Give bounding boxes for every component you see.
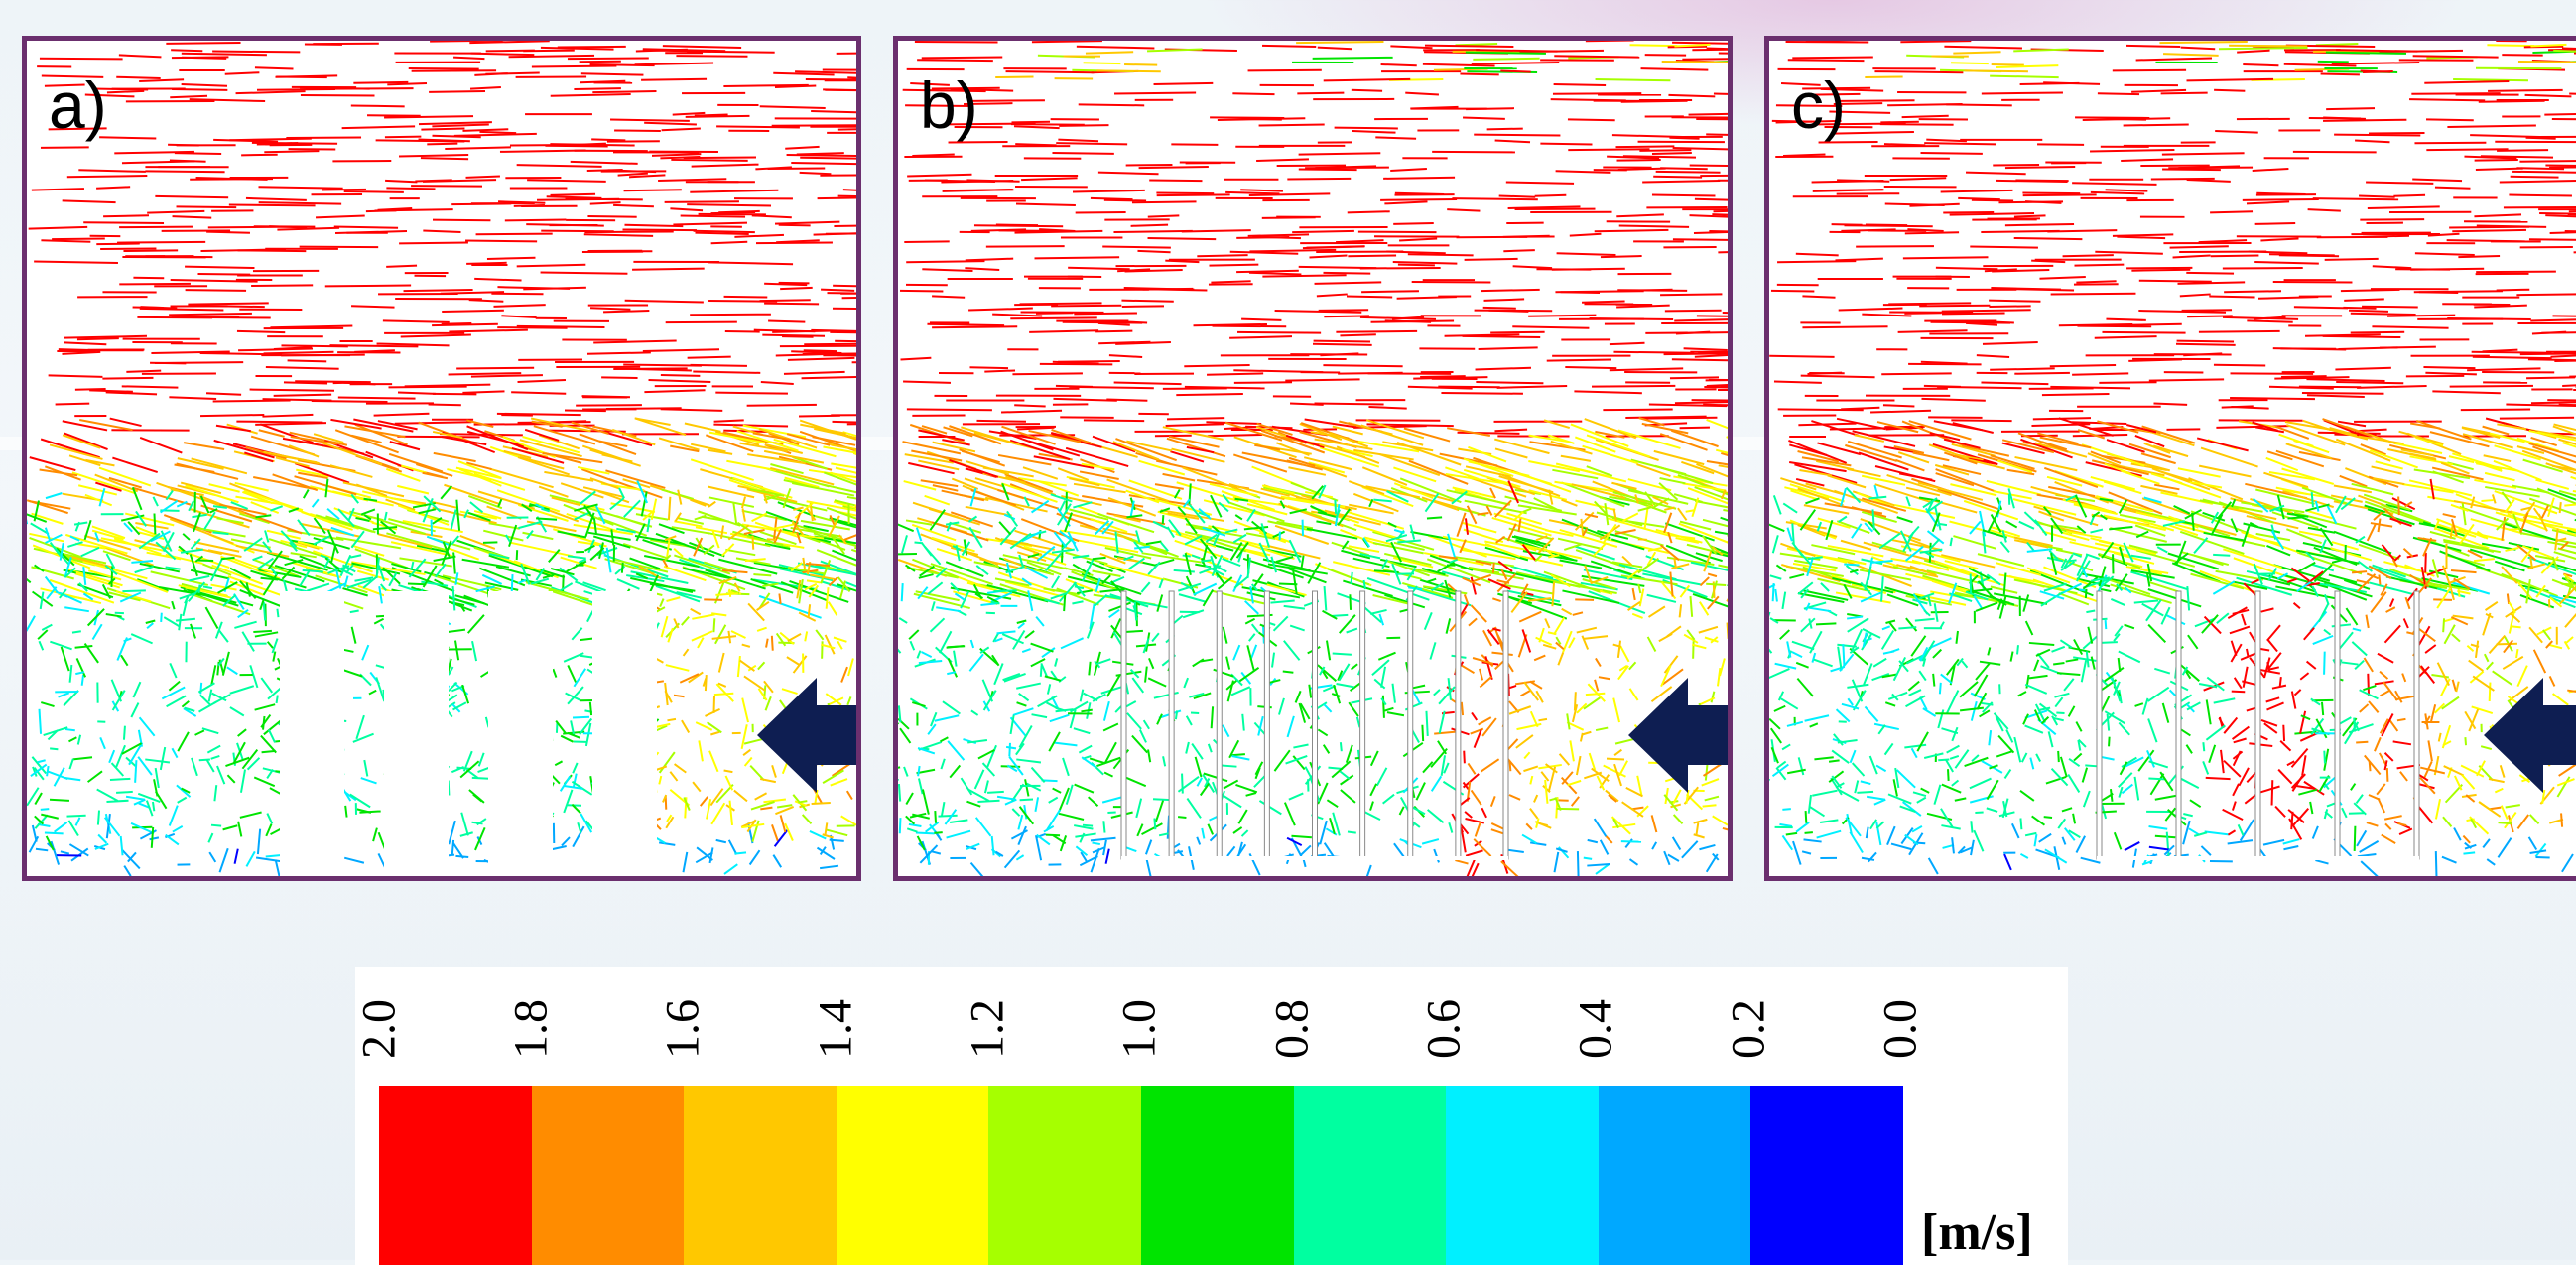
- obstacle-block: [488, 591, 553, 876]
- obstacle-plate: [1264, 591, 1269, 859]
- legend-swatch: [1294, 1086, 1447, 1265]
- arrow-left-icon: [757, 678, 856, 793]
- legend-color-bar: [379, 1086, 1903, 1265]
- obstacle-plate: [1169, 591, 1174, 859]
- legend-tick: 0.0: [1870, 979, 1930, 1078]
- panel-a: a): [22, 36, 861, 881]
- legend-tick: 0.8: [1262, 979, 1322, 1078]
- legend-tick: 1.2: [958, 979, 1017, 1078]
- legend-swatch: [1599, 1086, 1751, 1265]
- obstacle-plate: [1217, 591, 1222, 859]
- legend-tick: 1.4: [806, 979, 865, 1078]
- obstacle-plate: [1408, 591, 1413, 859]
- obstacle-block: [592, 591, 657, 876]
- legend-swatch: [684, 1086, 837, 1265]
- obstacle-plate: [2176, 591, 2181, 859]
- panel-b: b): [893, 36, 1733, 881]
- obstacle-plate: [2335, 591, 2340, 859]
- legend-swatch: [1446, 1086, 1599, 1265]
- obstacle-plate: [1360, 591, 1365, 859]
- legend-swatch: [379, 1086, 532, 1265]
- obstacle-plate: [1121, 591, 1126, 859]
- legend-tick: 0.2: [1719, 979, 1778, 1078]
- obstacle-base: [1121, 856, 1508, 860]
- arrow-left-icon: [2484, 678, 2576, 793]
- obstacle-plate: [2097, 591, 2102, 859]
- legend-unit-label: [m/s]: [1921, 1203, 2033, 1262]
- obstacle-block: [280, 591, 344, 876]
- panel-c: c): [1764, 36, 2576, 881]
- panel-label-c: c): [1791, 72, 1846, 138]
- legend-swatch: [837, 1086, 989, 1265]
- legend-swatch: [988, 1086, 1141, 1265]
- velocity-vector-field-b: [898, 41, 1728, 876]
- legend-swatch: [1141, 1086, 1294, 1265]
- legend-swatch: [532, 1086, 685, 1265]
- obstacle-plate: [1503, 591, 1508, 859]
- legend-tick: 2.0: [349, 979, 409, 1078]
- legend-tick: 1.0: [1109, 979, 1169, 1078]
- legend-swatch: [1750, 1086, 1903, 1265]
- panel-label-b: b): [920, 72, 978, 138]
- velocity-vector-field-a: [27, 41, 856, 876]
- velocity-color-legend: 2.0 1.8 1.6 1.4 1.2 1.0 0.8 0.6 0.4 0.2 …: [355, 967, 2068, 1265]
- obstacle-plate: [2255, 591, 2260, 859]
- legend-tick: 0.6: [1414, 979, 1474, 1078]
- legend-tick: 0.4: [1566, 979, 1625, 1078]
- velocity-vector-field-c: [1769, 41, 2576, 876]
- legend-ticks: 2.0 1.8 1.6 1.4 1.2 1.0 0.8 0.6 0.4 0.2 …: [355, 967, 2068, 1076]
- panel-label-a: a): [49, 72, 107, 138]
- legend-tick: 1.8: [501, 979, 561, 1078]
- legend-tick: 1.6: [653, 979, 712, 1078]
- obstacle-plate: [1313, 591, 1318, 859]
- obstacle-block: [384, 591, 449, 876]
- obstacle-plate: [1456, 591, 1461, 859]
- obstacle-plate: [2414, 591, 2419, 859]
- obstacle-base: [2097, 856, 2419, 860]
